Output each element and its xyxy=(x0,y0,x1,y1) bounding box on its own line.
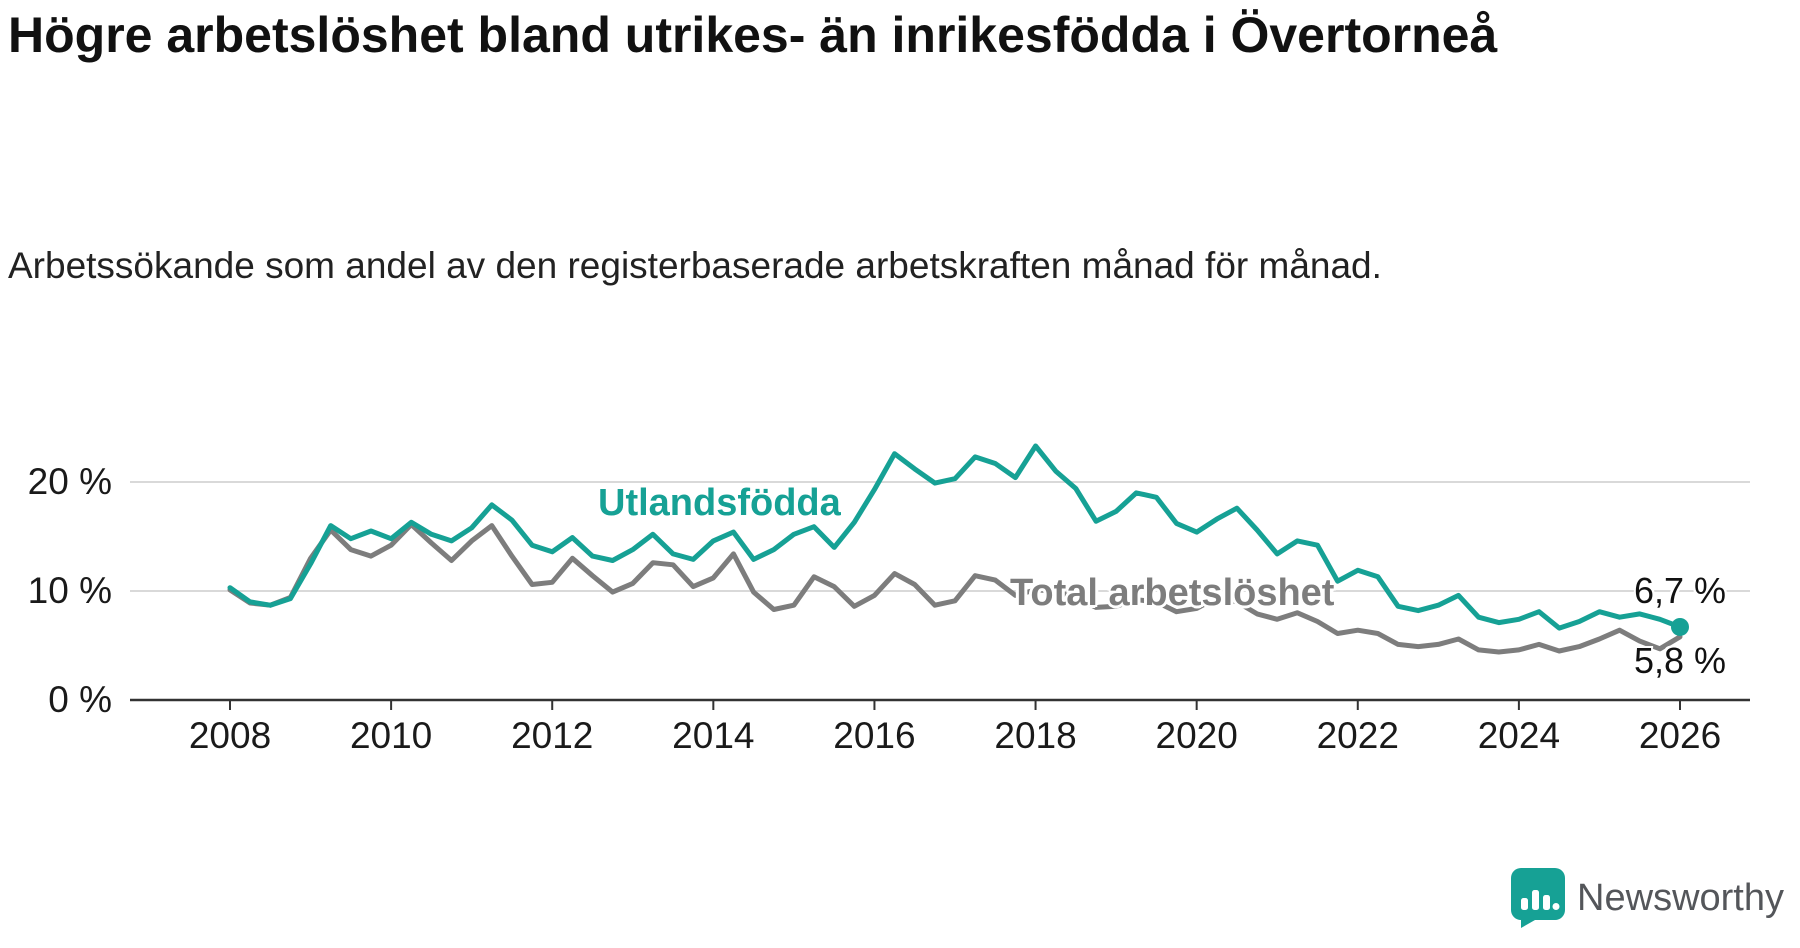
x-tick-label: 2012 xyxy=(511,715,594,756)
newsworthy-logo: Newsworthy xyxy=(1511,868,1784,928)
brand-name: Newsworthy xyxy=(1577,876,1784,919)
newsworthy-icon xyxy=(1511,868,1566,928)
x-tick-label: 2024 xyxy=(1477,715,1561,756)
y-tick-label: 0 % xyxy=(48,679,112,720)
end-value-total: 5,8 % xyxy=(1634,640,1727,681)
end-value-utlandsfodda: 6,7 % xyxy=(1634,570,1727,611)
x-tick-label: 2026 xyxy=(1638,715,1722,756)
chart-subtitle: Arbetssökande som andel av den registerb… xyxy=(8,245,1382,286)
series-label-utlandsfodda: Utlandsfödda xyxy=(598,482,841,524)
x-tick-label: 2010 xyxy=(349,715,433,756)
x-tick-label: 2014 xyxy=(672,715,755,756)
chart-title: Högre arbetslöshet bland utrikes- än inr… xyxy=(8,7,1498,63)
x-tick-label: 2018 xyxy=(994,715,1077,756)
x-tick-label: 2020 xyxy=(1155,715,1238,756)
y-tick-label: 20 % xyxy=(27,461,112,502)
x-tick-label: 2008 xyxy=(188,715,272,756)
series-label-total-arbetsloshet: Total arbetslöshet xyxy=(1010,572,1335,614)
x-tick-label: 2022 xyxy=(1316,715,1399,756)
y-tick-label: 10 % xyxy=(27,570,112,611)
x-tick-label: 2016 xyxy=(833,715,916,756)
